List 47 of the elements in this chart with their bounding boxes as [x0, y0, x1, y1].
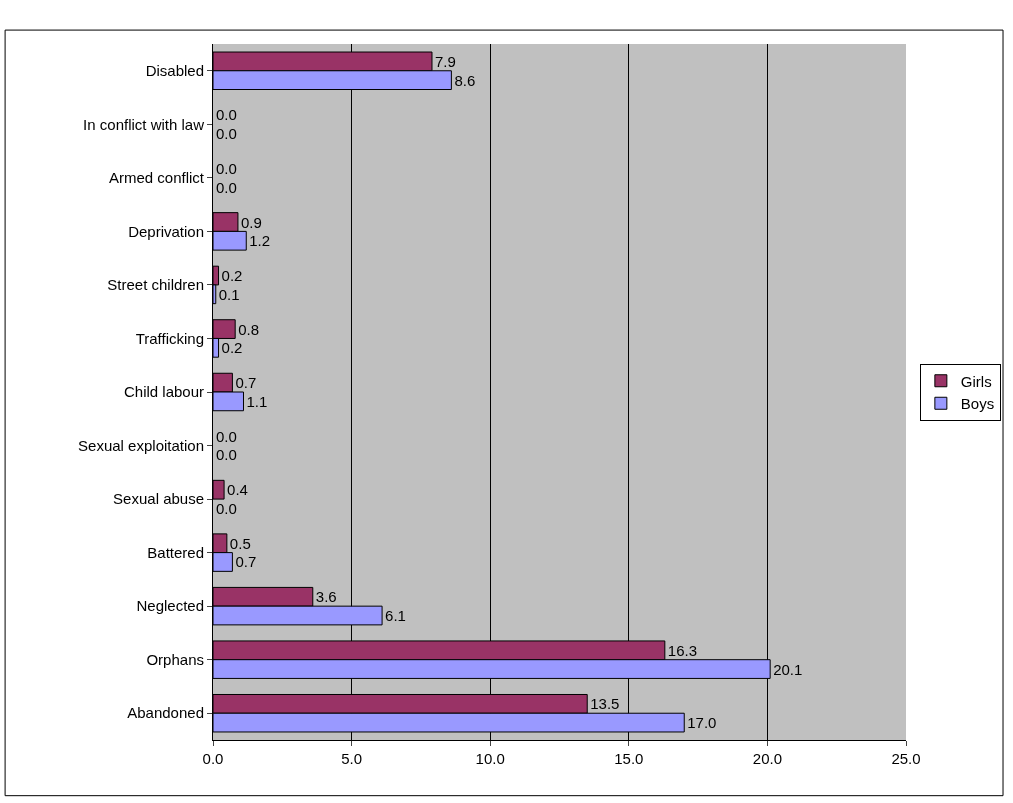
data-label: 0.0 — [216, 178, 237, 196]
data-label: 0.0 — [216, 106, 237, 124]
y-tick-label: Neglected — [136, 597, 204, 615]
y-tick-label: Armed conflict — [108, 169, 205, 187]
x-tick-label: 15.0 — [614, 750, 644, 767]
y-tick-label: Trafficking — [135, 329, 204, 347]
data-label: 0.4 — [227, 481, 248, 499]
data-label: 0.1 — [218, 285, 240, 303]
data-label: 1.2 — [249, 232, 271, 250]
legend-label: Boys — [960, 395, 995, 413]
x-tick-label: 0.0 — [202, 750, 224, 767]
data-label: 0.2 — [221, 339, 243, 357]
data-label: 0.8 — [238, 320, 260, 338]
y-tick-label: Street children — [107, 276, 204, 294]
x-tick-label: 25.0 — [891, 750, 921, 767]
data-label: 1.1 — [246, 392, 268, 410]
data-label: 8.6 — [454, 71, 476, 89]
data-label: 20.1 — [773, 660, 803, 678]
data-label: 3.6 — [315, 588, 337, 606]
y-tick-label: Disabled — [145, 62, 204, 80]
y-tick-label: Sexual exploitation — [78, 436, 204, 454]
x-tick-label: 10.0 — [475, 750, 505, 767]
data-label: 0.9 — [240, 213, 262, 231]
data-label: 0.0 — [216, 446, 237, 464]
y-tick-label: Orphans — [146, 650, 204, 668]
x-tick-label: 5.0 — [341, 750, 363, 767]
data-label: 0.0 — [216, 427, 237, 445]
y-tick-label: Battered — [147, 543, 204, 561]
data-label: 0.5 — [229, 534, 251, 552]
data-label: 0.2 — [221, 267, 243, 285]
y-tick-label: Child labour — [123, 383, 204, 401]
y-tick-label: In conflict with law — [83, 115, 205, 133]
data-label: 0.0 — [216, 125, 237, 143]
x-tick-label: 20.0 — [752, 750, 782, 767]
data-label: 0.0 — [216, 159, 237, 177]
data-label: 7.9 — [434, 52, 456, 70]
y-tick-label: Abandoned — [127, 704, 204, 722]
legend-label: Girls — [960, 372, 992, 390]
y-tick-label: Deprivation — [128, 222, 204, 240]
data-label: 13.5 — [590, 695, 620, 713]
data-label: 0.7 — [235, 374, 257, 392]
y-tick-label: Sexual abuse — [113, 490, 204, 508]
data-label: 0.0 — [216, 499, 237, 517]
data-label: 17.0 — [687, 714, 717, 732]
data-label: 0.7 — [235, 553, 257, 571]
data-label: 6.1 — [385, 607, 406, 625]
data-label: 16.3 — [667, 641, 698, 659]
